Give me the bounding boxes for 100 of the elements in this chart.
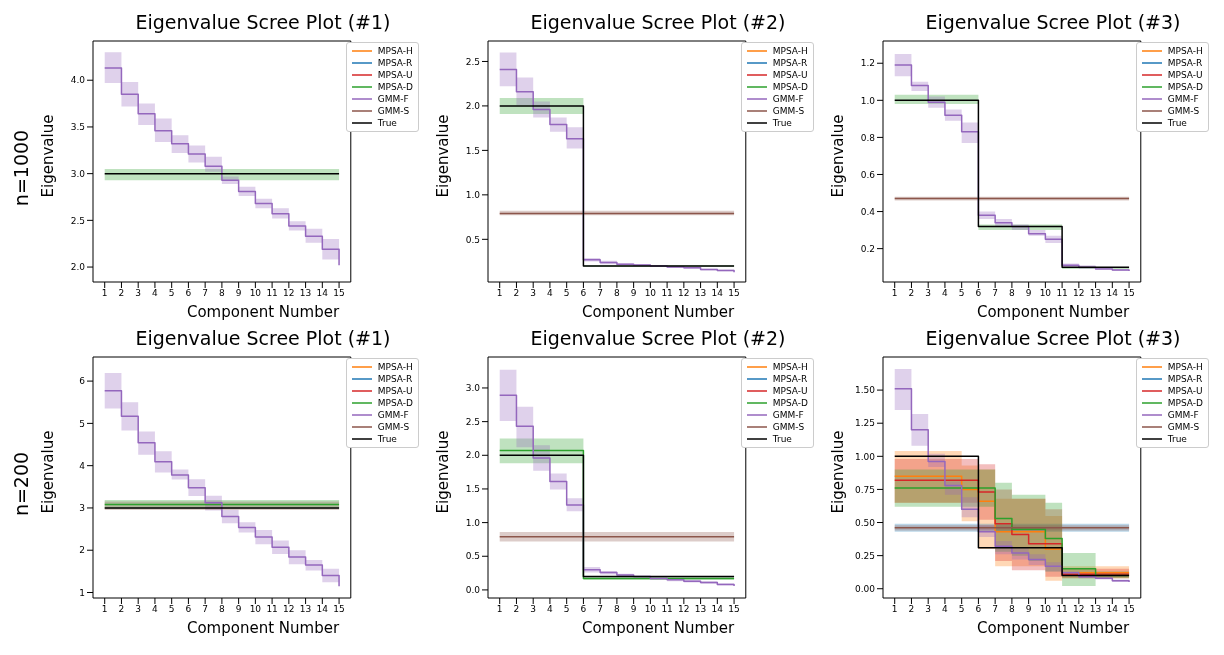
x-tick-label: 1 [101,604,108,615]
legend-label: MPSA-U [1167,385,1203,397]
legend-label: GMM-F [772,409,804,421]
y-tick-label: 0.50 [854,517,876,528]
legend-label: MPSA-D [772,397,808,409]
x-tick-label: 8 [1009,604,1016,615]
legend-label: GMM-F [1167,409,1199,421]
y-axis-title: Eigenvalue [434,114,452,198]
x-axis-title: Component Number [975,618,1131,639]
y-tick-label: 2 [79,545,85,556]
y-axis-title: Eigenvalue [829,430,847,514]
legend-label: MPSA-H [1167,361,1203,373]
x-tick-label: 15 [728,288,740,299]
y-tick-label: 0.6 [860,169,876,180]
legend-label: GMM-S [377,421,410,433]
legend-label: MPSA-U [772,385,808,397]
x-tick-label: 7 [992,604,999,615]
y-tick-label: 2.0 [70,262,86,273]
legend-label: GMM-S [377,105,410,117]
x-tick-label: 14 [316,604,329,615]
x-tick-label: 15 [333,288,345,299]
x-tick-label: 1 [891,604,898,615]
x-tick-label: 7 [597,288,604,299]
x-tick-label: 11 [661,288,673,299]
y-tick-label: 2.0 [465,101,481,112]
x-tick-label: 3 [135,604,142,615]
x-tick-label: 4 [547,604,554,615]
legend-label: MPSA-U [377,69,413,81]
y-tick-label: 4 [79,460,86,471]
x-tick-label: 4 [942,288,949,299]
y-tick-label: 0.5 [465,551,480,562]
x-tick-label: 2 [513,604,520,615]
y-tick-label: 1.25 [854,418,875,429]
x-tick-label: 5 [168,604,175,615]
legend-label: True [377,117,397,129]
x-tick-label: 8 [614,288,621,299]
y-tick-label: 0.25 [854,550,875,561]
y-tick-label: 1.0 [465,517,481,528]
y-tick-label: 0.75 [854,484,875,495]
x-tick-label: 2 [513,288,520,299]
legend-label: MPSA-H [772,45,808,57]
x-tick-label: 6 [975,288,982,299]
x-tick-label: 11 [266,604,278,615]
legend-label: True [377,433,397,445]
x-tick-label: 5 [168,288,175,299]
y-axis-title: Eigenvalue [39,114,57,198]
legend-label: MPSA-R [377,57,413,69]
y-tick-label: 1.0 [860,95,876,106]
x-axis-title: Component Number [580,618,736,639]
chart-title: Eigenvalue Scree Plot (#3) [924,326,1182,351]
text: n=1000 [10,129,33,207]
x-tick-label: 12 [678,604,690,615]
legend-label: GMM-F [377,409,409,421]
x-axis-title: Component Number [185,302,341,323]
legend-label: MPSA-H [772,361,808,373]
x-tick-label: 14 [1106,288,1119,299]
x-tick-label: 13 [1089,288,1102,299]
text: n=200 [10,451,33,517]
x-tick-label: 7 [202,604,209,615]
x-tick-label: 9 [235,288,242,299]
chart-title: Eigenvalue Scree Plot (#1) [134,10,392,35]
x-tick-label: 5 [958,288,965,299]
x-tick-label: 14 [711,288,724,299]
chart-title: Eigenvalue Scree Plot (#1) [134,326,392,351]
x-tick-label: 10 [1039,604,1052,615]
legend-label: True [1167,117,1187,129]
legend-label: True [772,433,792,445]
x-tick-label: 11 [1056,288,1068,299]
x-tick-label: 10 [249,604,262,615]
y-tick-label: 0.0 [465,585,481,596]
x-tick-label: 2 [908,604,915,615]
x-tick-label: 14 [316,288,329,299]
x-tick-label: 6 [185,288,192,299]
legend-label: True [772,117,792,129]
x-tick-label: 5 [563,288,570,299]
x-tick-label: 2 [908,288,915,299]
y-tick-label: 1.5 [465,484,480,495]
x-tick-label: 1 [891,288,898,299]
x-tick-label: 5 [958,604,965,615]
x-tick-label: 5 [563,604,570,615]
legend-label: GMM-S [1167,105,1200,117]
y-tick-label: 0.00 [854,583,876,594]
legend-label: MPSA-H [1167,45,1203,57]
y-tick-label: 2.5 [465,416,480,427]
legend-label: MPSA-H [377,45,413,57]
x-tick-label: 1 [496,604,503,615]
x-tick-label: 11 [1056,604,1068,615]
chart-title: Eigenvalue Scree Plot (#2) [529,10,787,35]
x-tick-label: 12 [283,288,295,299]
legend-label: GMM-F [1167,93,1199,105]
x-tick-label: 13 [694,604,707,615]
x-tick-label: 10 [644,604,657,615]
x-tick-label: 4 [547,288,554,299]
x-tick-label: 14 [711,604,724,615]
x-tick-label: 9 [235,604,242,615]
x-tick-label: 9 [630,288,637,299]
legend-label: MPSA-U [1167,69,1203,81]
legend-label: MPSA-D [1167,81,1203,93]
x-tick-label: 12 [283,604,295,615]
y-tick-label: 0.5 [465,234,480,245]
